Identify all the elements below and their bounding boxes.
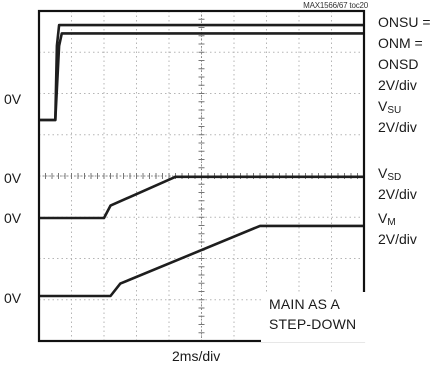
vsd-scale-label: 2V/div bbox=[378, 186, 417, 202]
source-tag: MAX1566/67 toc20 bbox=[303, 1, 368, 10]
ch1-zero-label: 0V bbox=[4, 91, 22, 107]
ch4-zero-label: 0V bbox=[4, 290, 22, 306]
trace-vsd bbox=[39, 175, 364, 220]
onm-label: ONM = bbox=[378, 35, 423, 51]
vm-scale-label: 2V/div bbox=[378, 231, 417, 247]
trace-group bbox=[39, 23, 364, 298]
vm-label: VM bbox=[378, 210, 396, 228]
ch3-zero-label: 0V bbox=[4, 210, 22, 226]
trace-vsu bbox=[39, 32, 364, 122]
vsu-scale-label: 2V/div bbox=[378, 119, 417, 135]
annotation-background bbox=[261, 292, 367, 342]
vsu-label: VSU bbox=[378, 98, 402, 116]
trace-vm bbox=[39, 224, 364, 298]
annotation-line-1: MAIN AS A bbox=[269, 296, 341, 312]
onsu-label: ONSU = bbox=[378, 14, 431, 30]
ch2-zero-label: 0V bbox=[4, 170, 22, 186]
vsd-label: VSD bbox=[378, 165, 402, 183]
x-axis-caption: 2ms/div bbox=[172, 348, 221, 364]
annotation-line-2: STEP-DOWN bbox=[269, 316, 357, 332]
scope-frame bbox=[37, 9, 366, 343]
onsd-scale-label: 2V/div bbox=[378, 77, 417, 93]
onsd-label: ONSD bbox=[378, 56, 419, 72]
